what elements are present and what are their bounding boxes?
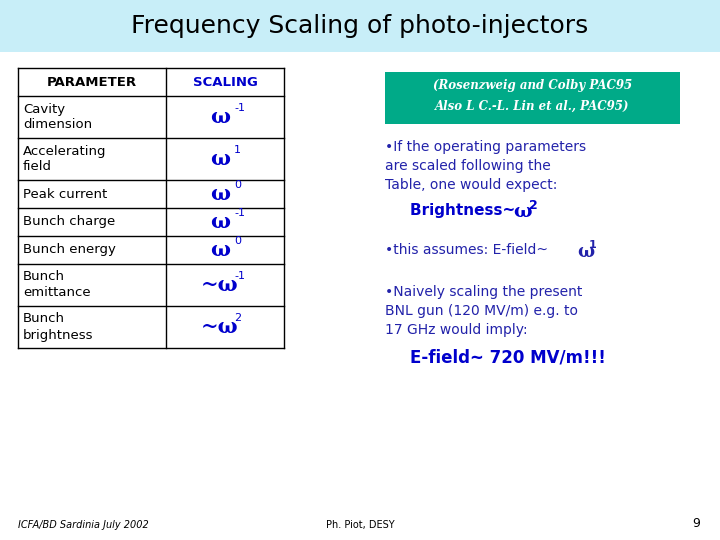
Text: 9: 9 bbox=[692, 517, 700, 530]
Text: ω: ω bbox=[513, 203, 531, 221]
Text: Frequency Scaling of photo-injectors: Frequency Scaling of photo-injectors bbox=[131, 14, 589, 38]
Text: 2: 2 bbox=[529, 199, 538, 212]
Text: (Rosenzweig and Colby PAC95: (Rosenzweig and Colby PAC95 bbox=[433, 79, 632, 92]
Text: Peak current: Peak current bbox=[23, 187, 107, 200]
Text: ω: ω bbox=[210, 212, 230, 232]
Text: ω: ω bbox=[210, 149, 230, 169]
Text: ω: ω bbox=[210, 184, 230, 204]
Text: -1: -1 bbox=[234, 208, 245, 218]
Text: Table, one would expect:: Table, one would expect: bbox=[385, 178, 557, 192]
FancyBboxPatch shape bbox=[385, 72, 680, 124]
Text: •Naively scaling the present: •Naively scaling the present bbox=[385, 285, 582, 299]
Text: ~ω: ~ω bbox=[201, 275, 239, 295]
Text: ~ω: ~ω bbox=[201, 317, 239, 337]
Text: ω: ω bbox=[210, 240, 230, 260]
Text: Bunch charge: Bunch charge bbox=[23, 215, 115, 228]
Text: 0: 0 bbox=[234, 236, 241, 246]
Text: SCALING: SCALING bbox=[192, 76, 258, 89]
Text: Also L C.-L. Lin et al., PAC95): Also L C.-L. Lin et al., PAC95) bbox=[436, 99, 630, 112]
Text: Bunch energy: Bunch energy bbox=[23, 244, 116, 256]
Text: 1: 1 bbox=[589, 240, 597, 250]
Text: 1: 1 bbox=[234, 145, 241, 155]
Text: PARAMETER: PARAMETER bbox=[47, 76, 137, 89]
Text: Cavity
dimension: Cavity dimension bbox=[23, 103, 92, 132]
Text: 2: 2 bbox=[234, 313, 241, 323]
Text: ω: ω bbox=[210, 107, 230, 127]
FancyBboxPatch shape bbox=[0, 0, 720, 52]
Text: Brightness~: Brightness~ bbox=[410, 203, 521, 218]
Text: BNL gun (120 MV/m) e.g. to: BNL gun (120 MV/m) e.g. to bbox=[385, 304, 578, 318]
Text: 0: 0 bbox=[234, 180, 241, 190]
Text: Bunch
emittance: Bunch emittance bbox=[23, 271, 91, 300]
Text: -1: -1 bbox=[234, 271, 245, 281]
Text: Bunch
brightness: Bunch brightness bbox=[23, 313, 94, 341]
Text: •this assumes: E-field~: •this assumes: E-field~ bbox=[385, 243, 552, 257]
Text: -1: -1 bbox=[234, 103, 245, 113]
Text: •If the operating parameters: •If the operating parameters bbox=[385, 140, 586, 154]
Text: Ph. Piot, DESY: Ph. Piot, DESY bbox=[325, 520, 395, 530]
Text: E-field~ 720 MV/m!!!: E-field~ 720 MV/m!!! bbox=[410, 348, 606, 366]
Text: ICFA/BD Sardinia July 2002: ICFA/BD Sardinia July 2002 bbox=[18, 520, 149, 530]
Text: ω: ω bbox=[577, 243, 594, 261]
Text: Accelerating
field: Accelerating field bbox=[23, 145, 107, 173]
Text: 17 GHz would imply:: 17 GHz would imply: bbox=[385, 323, 528, 337]
Text: are scaled following the: are scaled following the bbox=[385, 159, 551, 173]
